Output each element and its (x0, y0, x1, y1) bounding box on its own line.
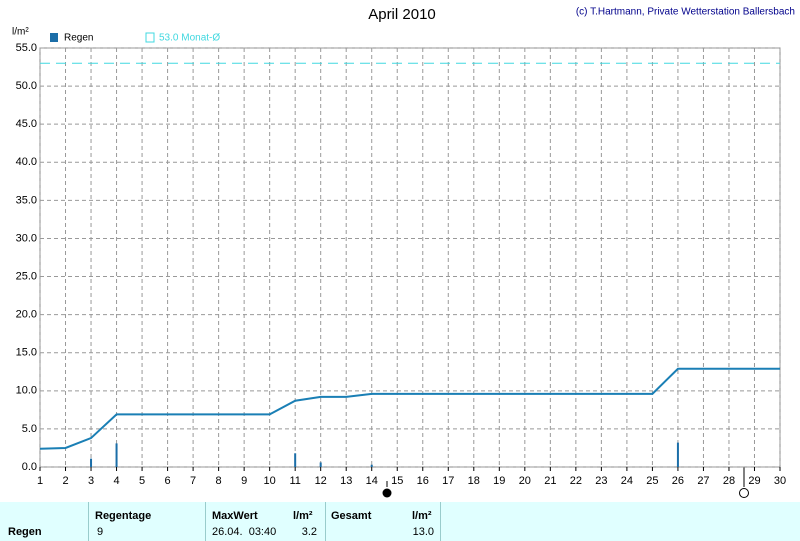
full-moon-icon (382, 488, 392, 498)
x-tick-label: 3 (88, 475, 94, 487)
cell: 9 (97, 526, 104, 538)
y-tick-label: 15.0 (16, 347, 37, 359)
x-tick-label: 12 (315, 475, 327, 487)
summary-table: Regen Regentage MaxWert l/m² Gesamt l/m²… (0, 502, 800, 541)
y-tick-label: 30.0 (16, 232, 37, 244)
bar (676, 442, 679, 467)
bar (294, 453, 297, 467)
x-tick-label: 19 (493, 475, 505, 487)
bar (319, 462, 322, 467)
chart-title: April 2010 (368, 6, 436, 23)
x-tick-label: 22 (570, 475, 582, 487)
x-tick-label: 10 (264, 475, 276, 487)
x-tick-label: 1 (37, 475, 43, 487)
new-moon-icon (739, 488, 749, 498)
separator (440, 502, 441, 541)
cell: 3.2 (301, 526, 317, 538)
x-tick-label: 20 (519, 475, 531, 487)
row-label: Regen (8, 526, 42, 538)
x-tick-label: 24 (621, 475, 633, 487)
header: l/m² (412, 510, 432, 522)
y-tick-label: 0.0 (22, 461, 37, 473)
header: l/m² (293, 510, 313, 522)
y-tick-label: 40.0 (16, 156, 37, 168)
y-tick-label: 5.0 (22, 423, 37, 435)
x-tick-label: 21 (544, 475, 556, 487)
bar (115, 443, 118, 467)
x-tick-label: 7 (190, 475, 196, 487)
x-tick-label: 29 (748, 475, 760, 487)
legend-swatch (50, 33, 58, 42)
header: Gesamt (331, 510, 372, 522)
x-tick-label: 8 (216, 475, 222, 487)
x-tick-label: 16 (417, 475, 429, 487)
cumulative-line (39, 367, 780, 450)
x-tick-label: 5 (139, 475, 145, 487)
x-tick-label: 30 (774, 475, 786, 487)
x-tick-label: 25 (646, 475, 658, 487)
legend-swatch (145, 32, 155, 43)
x-tick-label: 11 (289, 475, 300, 487)
x-tick-label: 23 (595, 475, 607, 487)
cell: 26.04. 03:40 (212, 526, 277, 538)
x-tick-label: 15 (391, 475, 403, 487)
legend-label: 53.0 Monat-Ø (159, 33, 220, 44)
x-tick-label: 26 (672, 475, 684, 487)
separator (205, 502, 206, 541)
x-tick-label: 27 (697, 475, 709, 487)
x-tick-label: 28 (723, 475, 735, 487)
x-tick-label: 13 (340, 475, 352, 487)
x-tick-label: 4 (113, 475, 119, 487)
x-tick-label: 17 (442, 475, 454, 487)
credit: (c) T.Hartmann, Private Wetterstation Ba… (576, 7, 795, 18)
y-tick-label: 45.0 (16, 118, 37, 130)
chart: April 2010 (c) T.Hartmann, Private Wette… (12, 6, 795, 498)
legend-label: Regen (64, 33, 93, 44)
y-tick-label: 55.0 (16, 42, 37, 54)
y-tick-label: 35.0 (16, 194, 37, 206)
x-tick-label: 9 (241, 475, 247, 487)
header: Regentage (95, 510, 152, 522)
separator (88, 502, 89, 541)
x-tick-label: 2 (62, 475, 68, 487)
separator (325, 502, 326, 541)
y-tick-label: 10.0 (16, 385, 37, 397)
plot-area (39, 47, 781, 468)
y-axis-label: l/m² (12, 27, 29, 38)
bar (90, 458, 93, 467)
cell: 13.0 (412, 526, 434, 538)
header: MaxWert (212, 510, 258, 522)
y-tick-label: 50.0 (16, 80, 37, 92)
x-tick-label: 6 (165, 475, 171, 487)
bar (370, 464, 373, 467)
x-tick-label: 18 (468, 475, 480, 487)
x-tick-label: 14 (366, 475, 378, 487)
y-tick-label: 25.0 (16, 270, 37, 282)
y-tick-label: 20.0 (16, 309, 37, 321)
